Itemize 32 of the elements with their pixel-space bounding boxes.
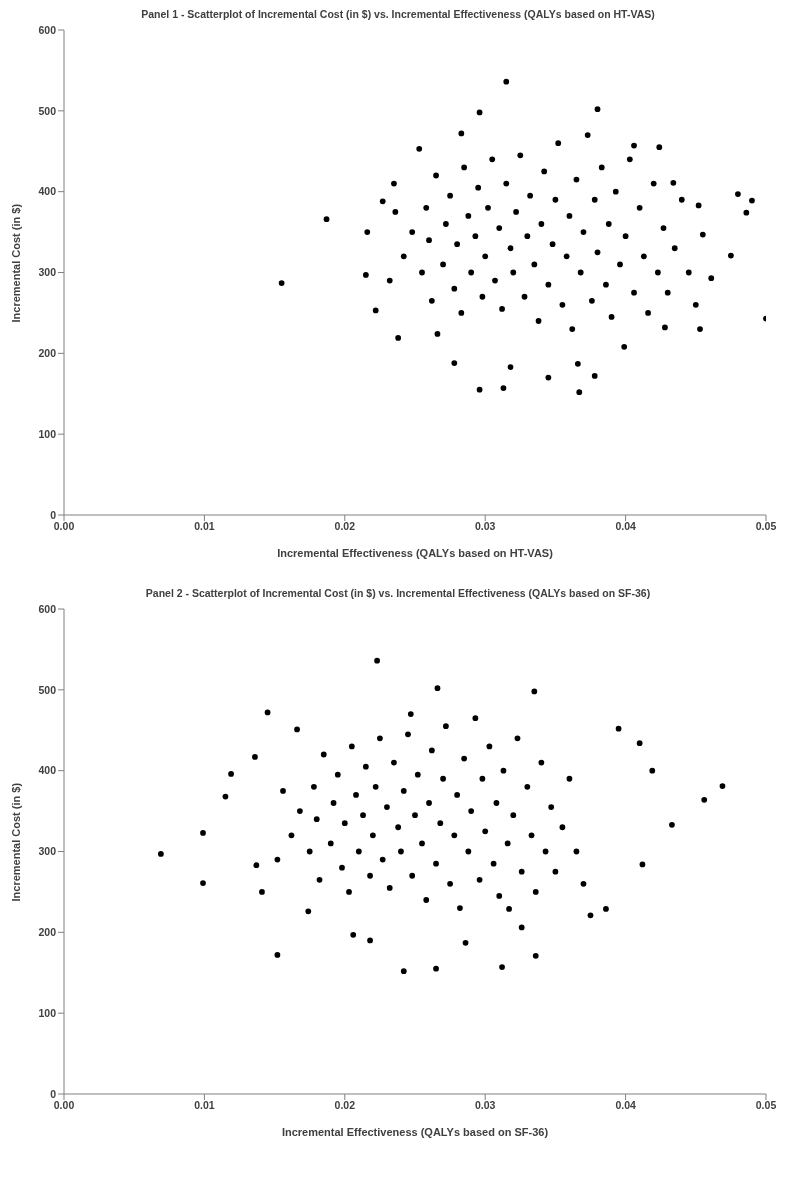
x-tick-label: 0.02 <box>334 520 356 533</box>
x-tick-label: 0.02 <box>334 1099 356 1112</box>
x-tick-label: 0.04 <box>615 520 636 533</box>
y-tick-label: 400 <box>38 185 57 198</box>
x-tick-label: 0.03 <box>474 1099 496 1112</box>
x-tick-label: 0.05 <box>755 1099 777 1112</box>
y-tick-label: 100 <box>38 427 57 440</box>
x-tick-label: 0.03 <box>474 520 496 533</box>
x-tick-label: 0.00 <box>53 1099 75 1112</box>
chart-title: Panel 1 - Scatterplot of Incremental Cost (in $) vs. Incremental Effectiveness (QALYs based on HT-VAS) <box>140 8 656 20</box>
y-tick-label: 400 <box>38 764 57 777</box>
x-axis-title: Incremental Effectiveness (QALYs based on HT-VAS) <box>277 547 554 559</box>
y-axis-title: Incremental Cost (in $) <box>9 203 22 323</box>
y-tick-label: 600 <box>38 23 57 36</box>
y-tick-label: 500 <box>38 683 57 696</box>
x-tick-label: 0.04 <box>615 1099 636 1112</box>
x-tick-label: 0.01 <box>194 520 215 533</box>
x-tick-label: 0.00 <box>53 520 75 533</box>
x-axis-title: Incremental Effectiveness (QALYs based on SF-36) <box>281 1126 549 1138</box>
y-tick-label: 500 <box>38 104 57 117</box>
y-tick-label: 200 <box>38 926 57 939</box>
y-tick-label: 200 <box>38 347 57 360</box>
y-tick-label: 0 <box>50 1087 57 1100</box>
x-tick-label: 0.01 <box>194 1099 215 1112</box>
chart-title: Panel 2 - Scatterplot of Incremental Cost (in $) vs. Incremental Effectiveness (QALYs based on SF-36) <box>144 587 652 599</box>
y-tick-label: 100 <box>38 1006 57 1019</box>
y-tick-label: 300 <box>38 845 57 858</box>
y-tick-label: 300 <box>38 266 57 279</box>
y-axis-title: Incremental Cost (in $) <box>9 782 22 902</box>
y-tick-label: 0 <box>50 508 57 521</box>
x-tick-label: 0.05 <box>755 520 777 533</box>
y-tick-label: 600 <box>38 602 57 615</box>
